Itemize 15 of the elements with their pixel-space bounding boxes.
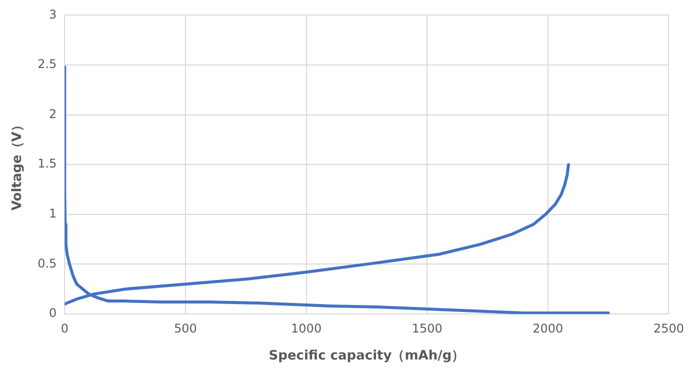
x-tick-label: 2500 bbox=[653, 321, 684, 336]
x-tick-label: 0 bbox=[60, 321, 69, 336]
x-tick-label: 1000 bbox=[291, 321, 322, 336]
y-axis-title: Voltage（V） bbox=[10, 118, 26, 211]
y-tick-label: 1 bbox=[49, 206, 57, 221]
x-tick-label: 1500 bbox=[412, 321, 442, 336]
y-tick-label: 2 bbox=[49, 106, 57, 121]
x-axis-title: Specific capacity（mAh/g） bbox=[268, 348, 465, 364]
x-tick-label: 2000 bbox=[532, 321, 564, 336]
y-tick-label: 0.5 bbox=[38, 256, 57, 270]
y-tick-label: 3 bbox=[49, 7, 57, 22]
x-tick-label: 500 bbox=[174, 321, 197, 336]
y-tick-label: 1.5 bbox=[38, 156, 57, 171]
y-tick-label: 0 bbox=[49, 306, 57, 320]
y-tick-label: 2.5 bbox=[38, 57, 57, 72]
